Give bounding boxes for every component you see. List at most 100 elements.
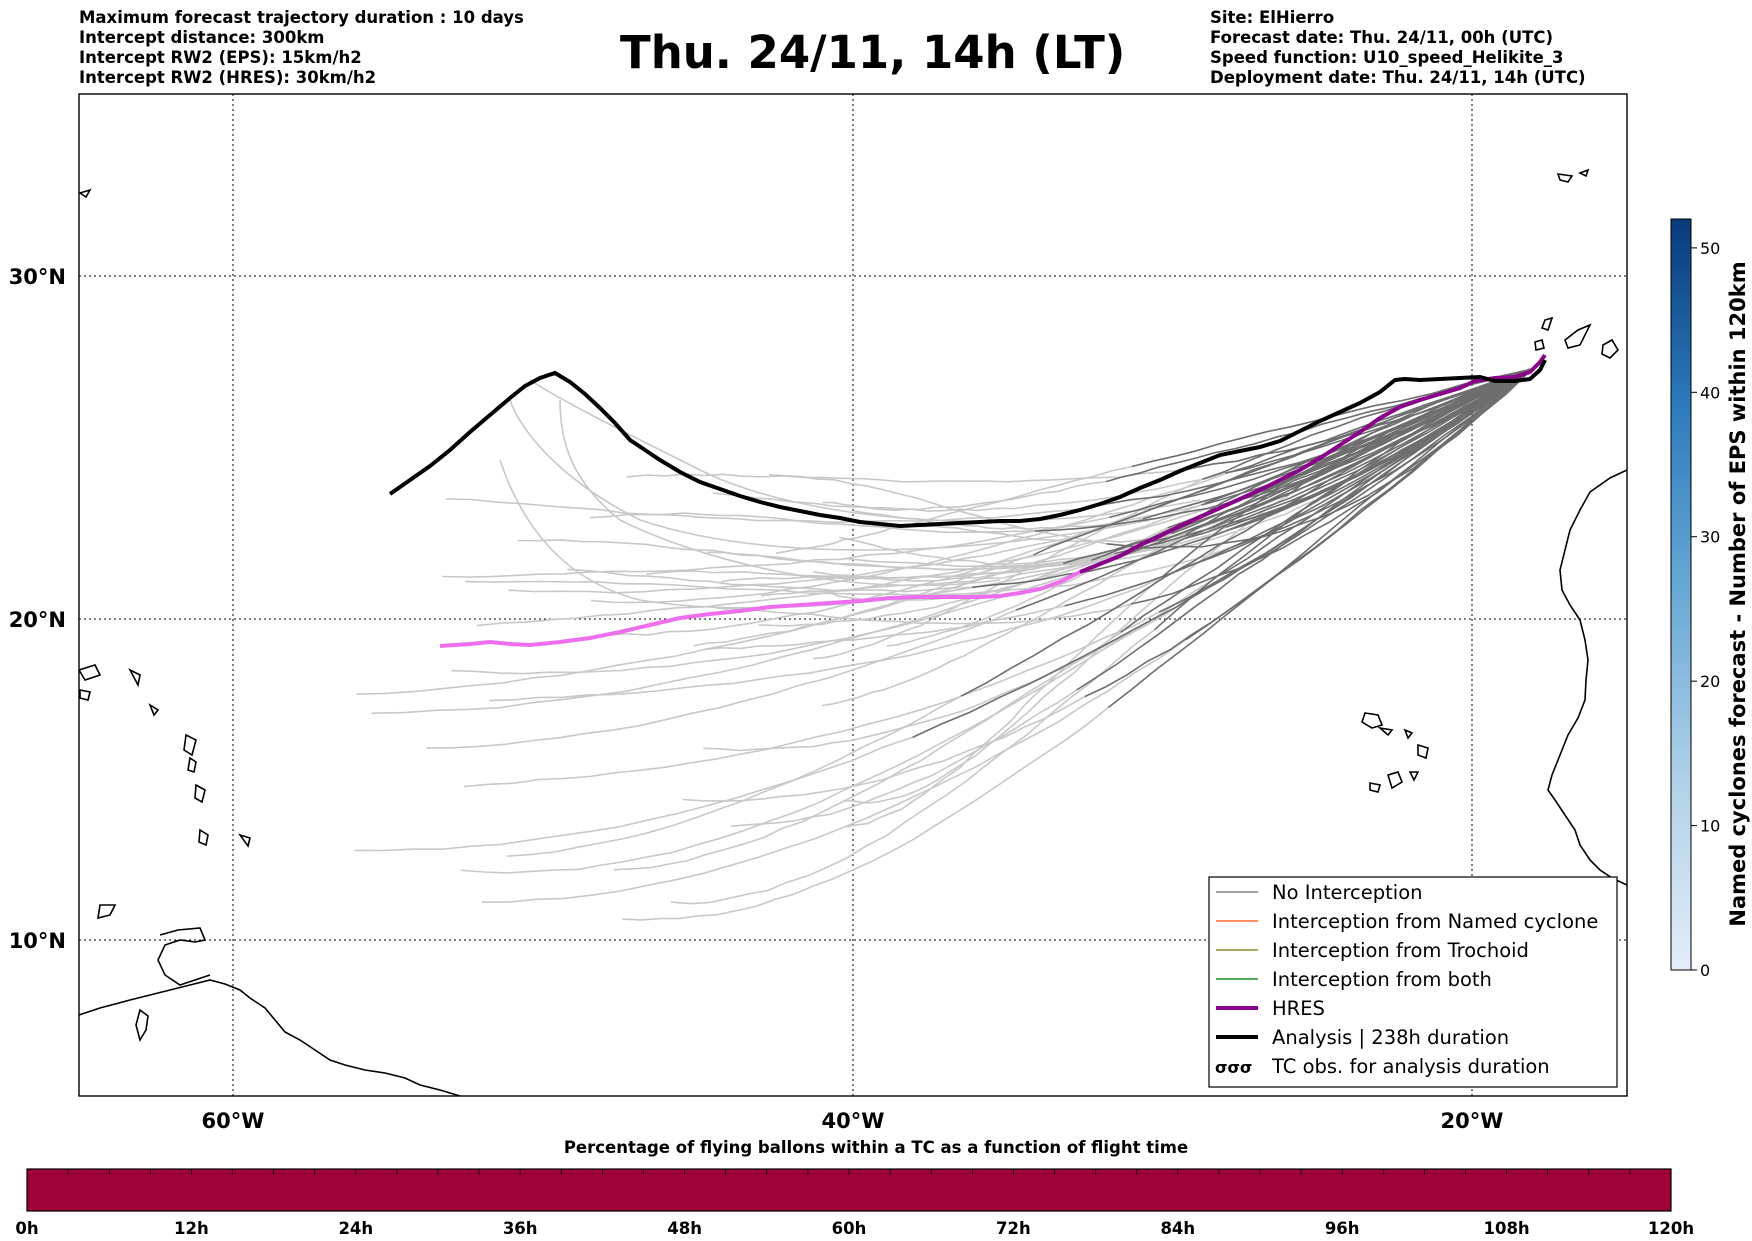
- timeline-tick-label: 84h: [1160, 1219, 1195, 1238]
- island-madeira: [1556, 173, 1574, 183]
- tc-symbol-icon: σσσ: [1215, 1058, 1252, 1077]
- timeline-tick-label: 60h: [832, 1219, 867, 1238]
- timeline-tick-label: 36h: [503, 1219, 538, 1238]
- island-santiago: [1386, 771, 1403, 790]
- eps-trajectory-late: [844, 496, 1324, 568]
- island-dominica: [187, 756, 197, 774]
- forecast-parameters: Maximum forecast trajectory duration : 1…: [79, 8, 524, 88]
- colorbar-tick-label: 50: [1700, 239, 1720, 258]
- eps-trajectory-late: [821, 533, 1187, 707]
- legend-item: HRES: [1216, 997, 1325, 1020]
- island-puerto-rico: [79, 689, 91, 701]
- eps-trajectory-late: [768, 474, 1107, 545]
- island-tenerife: [1564, 323, 1592, 349]
- lon-label: 20°W: [1441, 1109, 1504, 1133]
- legend-label: Analysis | 238h duration: [1272, 1026, 1509, 1049]
- eps-trajectory-early: [1131, 368, 1531, 468]
- eps-trajectory-late: [721, 542, 1147, 583]
- eps-trajectory-early: [1109, 368, 1530, 519]
- timeline-tick-label: 120h: [1648, 1219, 1694, 1238]
- lat-label: 10°N: [9, 929, 66, 953]
- eps-trajectory-late: [704, 605, 1065, 651]
- lon-label: 40°W: [822, 1109, 885, 1133]
- timeline-tick-label: 48h: [667, 1219, 702, 1238]
- timeline-tick-label: 0h: [15, 1219, 38, 1238]
- eps-trajectory-early: [1114, 368, 1532, 555]
- flight-time-title: Percentage of flying ballons within a TC…: [563, 1138, 1189, 1157]
- eps-trajectory-late: [682, 695, 1086, 802]
- timeline-tick-label: 24h: [338, 1219, 373, 1238]
- africa-coast: [1547, 469, 1627, 886]
- eps-trajectory-early: [1077, 369, 1530, 511]
- eps-trajectory-late: [559, 399, 1001, 587]
- island-martinique: [194, 783, 206, 804]
- colorbar-tick-label: 20: [1700, 672, 1720, 691]
- legend-item: Analysis | 238h duration: [1216, 1026, 1509, 1049]
- param-line: Intercept RW2 (EPS): 15km/h2: [79, 48, 362, 67]
- eps-trajectory-late: [461, 574, 1220, 874]
- map-frame: [78, 93, 1628, 1097]
- eps-trajectory-late: [614, 631, 1122, 871]
- site-line: Forecast date: Thu. 24/11, 00h (UTC): [1210, 28, 1554, 47]
- flight-time-percentage-bar: [26, 1168, 1672, 1212]
- legend: No Interception Interception from Named c…: [1208, 876, 1618, 1088]
- island-el-hierro: [1534, 339, 1545, 351]
- colorbar-tick-label: 30: [1700, 528, 1720, 547]
- eps-trajectory-late: [626, 468, 1188, 483]
- eps-trajectory-late: [822, 480, 1107, 511]
- island-st-lucia: [198, 828, 209, 847]
- legend-item: Interception from both: [1216, 968, 1492, 991]
- eps-trajectory-late: [622, 706, 1109, 921]
- island-sal: [1403, 728, 1414, 740]
- param-line: Maximum forecast trajectory duration : 1…: [79, 8, 524, 27]
- colorbar-tick-label: 0: [1700, 961, 1710, 980]
- colorbar-tick-label: 10: [1700, 817, 1720, 836]
- island-maio: [1408, 771, 1420, 782]
- timeline-tick-label: 108h: [1483, 1219, 1529, 1238]
- legend-box: [1208, 876, 1618, 1088]
- colorbar-tick-label: 40: [1700, 383, 1720, 402]
- caribbean-island: [135, 1008, 149, 1043]
- island-boa-vista: [1417, 743, 1429, 760]
- eps-trajectory-early: [1187, 368, 1530, 470]
- site-line: Speed function: U10_speed_Helikite_3: [1210, 48, 1564, 67]
- island-guadeloupe: [183, 733, 197, 757]
- legend-label: Interception from both: [1272, 968, 1492, 991]
- legend-label: No Interception: [1272, 881, 1423, 904]
- island-antigua: [148, 703, 160, 717]
- island-barbados: [237, 833, 251, 848]
- eps-trajectory-late: [843, 496, 1287, 804]
- island-la-palma: [1540, 316, 1554, 332]
- eps-trajectory-late: [482, 639, 1187, 903]
- eps-trajectory-late: [463, 611, 1160, 788]
- timeline-tick-label: 96h: [1325, 1219, 1360, 1238]
- legend-item: Interception from Named cyclone: [1216, 910, 1598, 933]
- eps-trajectory-early: [1084, 369, 1530, 698]
- site-info: Site: ElHierro Forecast date: Thu. 24/11…: [1210, 8, 1586, 88]
- island-sao-vicente: [1377, 726, 1394, 737]
- timeline-tick-label: 12h: [174, 1219, 209, 1238]
- eps-trajectory-late: [506, 695, 962, 857]
- eps-trajectory-late: [426, 609, 1017, 749]
- south-america-coast: [79, 979, 461, 1096]
- eps-trajectory-early: [1148, 368, 1531, 512]
- island-gran-canaria: [1601, 338, 1620, 359]
- legend-item: σσσ TC obs. for analysis duration: [1215, 1055, 1550, 1078]
- eps-trajectory-late: [670, 629, 1155, 905]
- eps-trajectory-early: [1183, 368, 1532, 604]
- lat-label: 30°N: [9, 265, 66, 289]
- hres-track-faded: [439, 570, 1081, 648]
- eps-trajectory-early: [1171, 368, 1531, 535]
- colorbar-label: Named cyclones forecast - Number of EPS …: [1726, 261, 1750, 926]
- lat-label: 20°N: [9, 608, 66, 632]
- legend-item: No Interception: [1216, 881, 1423, 904]
- eps-trajectory-late: [451, 569, 1083, 675]
- eps-trajectory-early: [1034, 368, 1530, 532]
- legend-label: Interception from Trochoid: [1272, 939, 1529, 962]
- island-virgin: [79, 664, 102, 681]
- eps-trajectory-late: [703, 601, 1185, 752]
- caribbean-island: [97, 904, 117, 920]
- param-line: Intercept distance: 300km: [79, 28, 325, 47]
- eps-trajectory-early: [1107, 368, 1531, 709]
- site-line: Deployment date: Thu. 24/11, 14h (UTC): [1210, 68, 1586, 87]
